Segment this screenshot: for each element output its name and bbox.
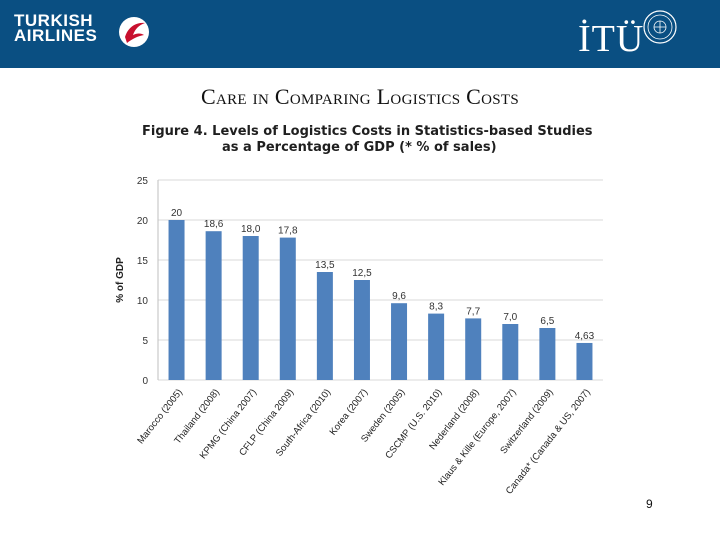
bar-value-label: 8,3 [429, 302, 443, 313]
bar [428, 313, 445, 380]
y-tick-label: 20 [137, 216, 149, 227]
bar [391, 303, 408, 380]
logo-line-2: AIRLINES [14, 26, 98, 45]
figure-title-line-2: as a Percentage of GDP (* % of sales) [222, 140, 497, 155]
bar [465, 318, 482, 380]
bar-value-label: 18,6 [204, 219, 224, 230]
bar [502, 324, 519, 380]
turkish-airlines-wordmark: TURKISH AIRLINES [14, 11, 98, 45]
figure-title-line-1: Figure 4. Levels of Logistics Costs in S… [142, 124, 593, 139]
bar-value-label: 9,6 [392, 291, 406, 302]
bar-value-label: 6,5 [540, 316, 554, 327]
slide-header: TURKISH AIRLINES İTÜ [0, 0, 720, 68]
bar [242, 236, 259, 380]
bar [279, 237, 296, 380]
y-axis-label: % of GDP [115, 257, 126, 303]
page-number: 9 [646, 497, 653, 511]
turkish-airlines-logo: TURKISH AIRLINES [14, 11, 154, 55]
bar-value-label: 18,0 [241, 224, 261, 235]
bar-value-label: 13,5 [315, 260, 335, 271]
itu-seal-icon [643, 10, 677, 44]
bar-value-label: 7,7 [466, 306, 480, 317]
turkish-airlines-bird-icon [119, 17, 149, 47]
bar [316, 272, 333, 380]
y-tick-label: 5 [142, 336, 148, 347]
bar-value-label: 12,5 [352, 268, 372, 279]
bar-value-label: 7,0 [503, 312, 517, 323]
logo-line-1: TURKISH [14, 11, 94, 30]
logistics-costs-bar-chart: Figure 4. Levels of Logistics Costs in S… [115, 124, 603, 497]
itu-wordmark: İTÜ [578, 18, 645, 60]
bar-value-label: 17,8 [278, 226, 298, 237]
bar [205, 231, 222, 380]
slide-title: Care in Comparing Logistics Costs [200, 84, 519, 109]
y-tick-label: 10 [137, 296, 149, 307]
x-tick-label: Korea (2007) [328, 387, 371, 437]
y-tick-label: 25 [137, 176, 149, 187]
bar-value-label: 4,63 [575, 331, 595, 342]
bar-value-label: 20 [171, 208, 183, 219]
y-tick-label: 0 [142, 376, 148, 387]
bar [353, 280, 370, 380]
bar [576, 342, 593, 380]
y-tick-label: 15 [137, 256, 149, 267]
bar [168, 220, 185, 380]
x-tick-label: Klaus & Kille (Europe, 2007) [437, 387, 519, 488]
bar [539, 328, 556, 380]
